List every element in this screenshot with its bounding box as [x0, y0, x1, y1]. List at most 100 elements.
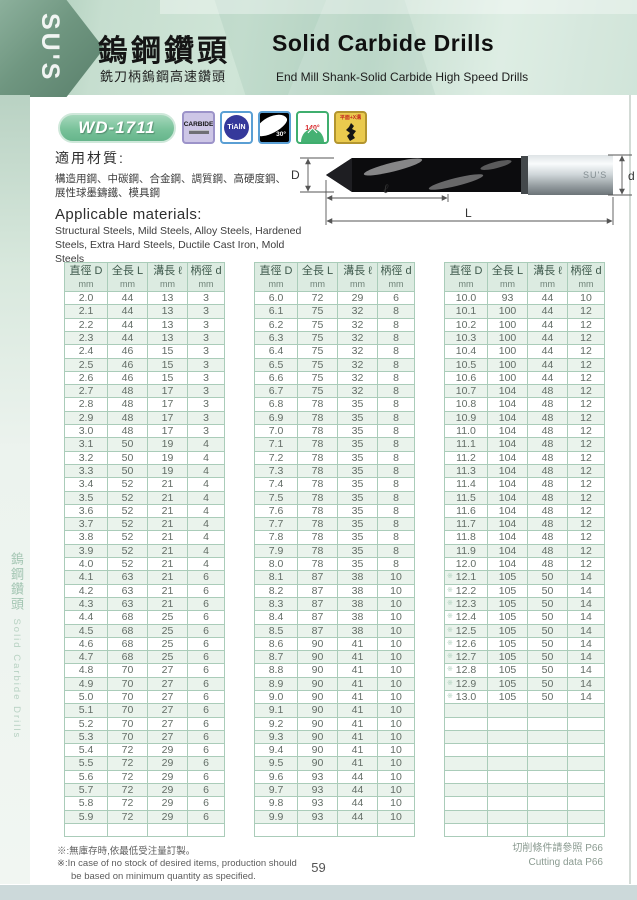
spec-row: 7.1 78 35 8 — [254, 437, 415, 452]
spec-row: 11.3 104 48 12 — [444, 463, 605, 479]
point-angle-140-icon: 140° — [296, 111, 329, 144]
spec-row: 4.8 70 27 6 — [64, 663, 225, 678]
spec-row: 6.1 75 32 8 — [254, 304, 415, 319]
spec-row: 8.4 87 38 10 — [254, 610, 415, 625]
spec-row: 9.8 93 44 10 — [254, 796, 415, 811]
spec-row: ※ 12.5 105 50 14 — [444, 623, 605, 638]
spec-row: 4.9 70 27 6 — [64, 676, 225, 692]
helix-angle-30-icon: 30° — [258, 111, 291, 144]
min-order-star-mark: ※ — [447, 599, 453, 607]
page-title-en: Solid Carbide Drills — [272, 30, 495, 56]
spec-row: 5.3 70 27 6 — [64, 729, 225, 745]
column-header: 溝長 ℓ mm — [337, 261, 378, 293]
spec-row: 6.7 75 32 8 — [254, 384, 415, 399]
spec-row: ※ 12.4 105 50 14 — [444, 610, 605, 625]
spec-row: 4.4 68 25 6 — [64, 610, 225, 625]
spec-row: 5.2 70 27 6 — [64, 716, 225, 731]
spec-row: 4.7 68 25 6 — [64, 650, 225, 665]
empty-row — [444, 783, 605, 798]
dim-label-flute: ℓ — [383, 182, 389, 197]
column-header: 柄徑 d mm — [377, 261, 415, 293]
spec-row: 2.5 46 15 3 — [64, 357, 225, 372]
header-band — [0, 0, 637, 95]
empty-row — [444, 729, 605, 745]
spec-row: 4.0 52 21 4 — [64, 557, 225, 572]
spec-row: 2.0 44 13 3 — [64, 291, 225, 306]
spec-row: 10.7 104 48 12 — [444, 384, 605, 399]
spec-row: 9.9 93 44 10 — [254, 809, 415, 824]
spec-row: 2.9 48 17 3 — [64, 410, 225, 426]
spec-row: 5.7 72 29 6 — [64, 783, 225, 798]
spec-row: 8.1 87 38 10 — [254, 570, 415, 585]
spec-row: 3.8 52 21 4 — [64, 530, 225, 545]
spec-row: 11.2 104 48 12 — [444, 450, 605, 465]
spec-row: 9.1 90 41 10 — [254, 703, 415, 718]
spec-row: 11.4 104 48 12 — [444, 477, 605, 492]
footnote-en-line2: be based on minimum quantity as specifie… — [71, 870, 256, 882]
spec-row: 8.2 87 38 10 — [254, 583, 415, 598]
spec-row: 10.1 100 44 12 — [444, 304, 605, 319]
footnote-en-line1: ※:In case of no stock of desired items, … — [57, 858, 297, 870]
tialn-coating-icon: TiAlN — [220, 111, 253, 144]
spec-row: 2.7 48 17 3 — [64, 384, 225, 399]
empty-row — [444, 822, 605, 838]
spec-row: ※ 12.1 105 50 14 — [444, 570, 605, 585]
spec-row: 7.4 78 35 8 — [254, 477, 415, 492]
empty-row — [444, 796, 605, 811]
spec-row: 7.0 78 35 8 — [254, 424, 415, 439]
page-subtitle-zh: 銑刀柄鎢鋼高速鑽頭 — [100, 69, 227, 84]
spec-row: 5.5 72 29 6 — [64, 756, 225, 771]
spec-row: 10.0 93 44 10 — [444, 291, 605, 306]
spec-row: 8.3 87 38 10 — [254, 596, 415, 612]
spec-row: ※ 12.3 105 50 14 — [444, 596, 605, 612]
spec-row: 10.6 100 44 12 — [444, 370, 605, 386]
min-order-star-mark: ※ — [447, 639, 453, 647]
spec-row: 7.9 78 35 8 — [254, 543, 415, 559]
spec-row: 6.2 75 32 8 — [254, 317, 415, 332]
spec-row: 2.8 48 17 3 — [64, 397, 225, 412]
cutting-note-en: Cutting data P66 — [528, 856, 604, 868]
spec-row: 2.2 44 13 3 — [64, 317, 225, 332]
drill-shank — [528, 155, 613, 195]
spec-row: 9.7 93 44 10 — [254, 783, 415, 798]
empty-row — [444, 703, 605, 718]
spec-row: 6.8 78 35 8 — [254, 397, 415, 412]
footnote-block: ※:無庫存時,依最低受注量訂製。 ※:In case of no stock o… — [57, 846, 297, 883]
spec-row: 4.2 63 21 6 — [64, 583, 225, 598]
footer-bar — [0, 885, 637, 900]
spec-row: 7.7 78 35 8 — [254, 517, 415, 532]
spec-row: 5.6 72 29 6 — [64, 769, 225, 785]
footnote-zh: ※:無庫存時,依最低受注量訂製。 — [57, 846, 196, 857]
spec-row: 7.3 78 35 8 — [254, 463, 415, 479]
spec-row: 5.4 72 29 6 — [64, 743, 225, 758]
spec-row: ※ 12.9 105 50 14 — [444, 676, 605, 692]
cutting-note-zh: 切削條件請參照 P66 — [512, 843, 603, 854]
page-title-zh: 鎢鋼鑽頭 — [98, 34, 230, 69]
side-vertical-label: 鎢鋼鑽頭 Solid Carbide Drills — [7, 552, 26, 852]
column-header: 溝長 ℓ mm — [527, 261, 568, 293]
spec-row: 4.1 63 21 6 — [64, 570, 225, 585]
min-order-star-mark: ※ — [447, 666, 453, 674]
spec-row: 8.7 90 41 10 — [254, 650, 415, 665]
empty-row — [444, 743, 605, 758]
spec-row: 4.3 63 21 6 — [64, 596, 225, 612]
spec-row: 11.6 104 48 12 — [444, 503, 605, 519]
empty-row — [254, 822, 415, 838]
spec-row: 2.3 44 13 3 — [64, 330, 225, 346]
dim-label-D: D — [291, 168, 300, 182]
column-header: 溝長 ℓ mm — [147, 261, 188, 293]
spec-row: 6.6 75 32 8 — [254, 370, 415, 386]
spec-row: 9.5 90 41 10 — [254, 756, 415, 771]
spec-row: 9.3 90 41 10 — [254, 729, 415, 745]
column-header: 柄徑 d mm — [567, 261, 605, 293]
spec-row: 7.6 78 35 8 — [254, 503, 415, 519]
materials-body-en: Structural Steels, Mild Steels, Alloy St… — [55, 225, 302, 265]
page-edge-line — [629, 95, 631, 884]
min-order-star-mark: ※ — [447, 573, 453, 581]
spec-row: 9.2 90 41 10 — [254, 716, 415, 731]
spec-row: 11.5 104 48 12 — [444, 490, 605, 505]
